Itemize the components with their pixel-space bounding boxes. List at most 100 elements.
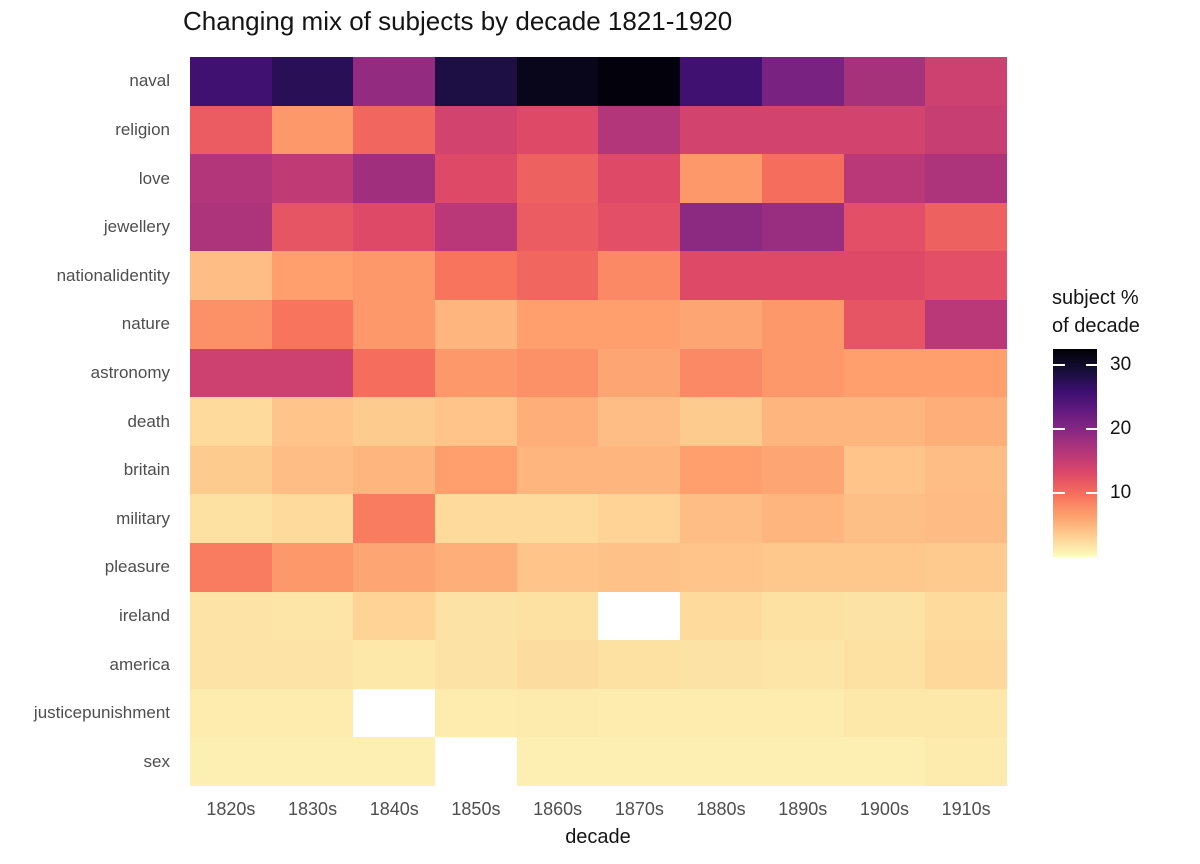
heatmap-cell	[598, 57, 681, 106]
heatmap-cell	[353, 154, 436, 203]
y-tick-label: naval	[129, 71, 170, 91]
heatmap-cell	[761, 251, 844, 300]
legend-tick-mark	[1053, 364, 1065, 366]
heatmap-cell	[190, 105, 272, 155]
heatmap-cell	[516, 397, 599, 446]
heatmap-cell	[190, 57, 272, 106]
heatmap-cell	[761, 397, 844, 446]
y-tick-label: religion	[115, 119, 170, 139]
heatmap-cell	[680, 154, 762, 203]
heatmap-cell	[353, 640, 436, 689]
heatmap-cell	[598, 348, 681, 398]
heatmap-cell	[680, 737, 762, 786]
y-tick-label: astronomy	[90, 362, 170, 382]
heatmap-cell	[516, 591, 599, 641]
heatmap-cell	[516, 251, 599, 300]
heatmap-cell	[190, 299, 272, 349]
heatmap-cell	[435, 640, 517, 689]
heatmap-cell	[843, 445, 926, 495]
legend-tick-mark	[1086, 428, 1097, 430]
x-tick-label: 1840s	[369, 799, 419, 819]
heatmap-cell	[271, 688, 354, 738]
heatmap-cell	[843, 105, 926, 155]
heatmap-cell	[843, 251, 926, 300]
heatmap-cell	[353, 737, 436, 786]
legend-tick-label: 10	[1110, 482, 1132, 503]
x-tick-label: 1870s	[614, 799, 664, 819]
heatmap-cell	[761, 202, 844, 252]
heatmap-cell	[598, 397, 681, 446]
heatmap-cell	[843, 542, 926, 592]
heatmap-cell	[516, 105, 599, 155]
y-tick-label: military	[116, 508, 170, 528]
heatmap-cell	[680, 299, 762, 349]
heatmap-cell	[435, 57, 517, 106]
heatmap-cell	[925, 251, 1007, 300]
heatmap-cell	[680, 688, 762, 738]
heatmap-cell	[271, 737, 354, 786]
heatmap-cell	[435, 542, 517, 592]
legend-tick-label: 20	[1110, 418, 1132, 439]
heatmap-cell	[516, 494, 599, 543]
heatmap-cell	[435, 202, 517, 252]
heatmap-cell	[190, 202, 272, 252]
heatmap-cell	[680, 57, 762, 106]
heatmap-cell	[435, 591, 517, 641]
legend-tick-mark	[1086, 492, 1097, 494]
heatmap-cell	[353, 445, 436, 495]
x-tick-label: 1880s	[696, 799, 746, 819]
y-tick-label: death	[127, 411, 170, 431]
heatmap-cell	[353, 202, 436, 252]
heatmap-cell	[598, 688, 681, 738]
heatmap-cell	[843, 591, 926, 641]
heatmap-cell	[598, 591, 681, 641]
heatmap-cell	[353, 57, 436, 106]
heatmap-cell	[761, 542, 844, 592]
heatmap-cell	[761, 348, 844, 398]
heatmap-cell	[680, 202, 762, 252]
heatmap-cell	[190, 348, 272, 398]
y-tick-label: ireland	[118, 605, 170, 625]
heatmap-cell	[925, 591, 1007, 641]
heatmap-cell	[271, 445, 354, 495]
heatmap-cell	[680, 640, 762, 689]
heatmap-cell	[843, 640, 926, 689]
heatmap-cell	[435, 737, 517, 786]
heatmap-cell	[190, 591, 272, 641]
heatmap-cell	[925, 105, 1007, 155]
heatmap-cell	[843, 299, 926, 349]
heatmap-cell	[190, 397, 272, 446]
legend-tick-mark	[1053, 492, 1065, 494]
heatmap-cell	[680, 591, 762, 641]
heatmap-cell	[925, 397, 1007, 446]
y-tick-label: pleasure	[104, 557, 170, 577]
heatmap-cell	[271, 251, 354, 300]
heatmap-cell	[761, 688, 844, 738]
heatmap-cell	[271, 154, 354, 203]
heatmap-cell	[925, 542, 1007, 592]
chart-title: Changing mix of subjects by decade 1821-…	[183, 6, 733, 36]
heatmap-cell	[271, 397, 354, 446]
heatmap-cell	[843, 397, 926, 446]
heatmap-cell	[353, 348, 436, 398]
heatmap-cell	[435, 105, 517, 155]
legend-tick-mark	[1053, 428, 1065, 430]
heatmap-cell	[925, 202, 1007, 252]
heatmap-cell	[190, 737, 272, 786]
heatmap-cell	[353, 591, 436, 641]
heatmap-cell	[761, 591, 844, 641]
heatmap-cell	[843, 688, 926, 738]
heatmap-cell	[353, 397, 436, 446]
heatmap-cell	[925, 57, 1007, 106]
heatmap-cell	[925, 299, 1007, 349]
heatmap-cell	[843, 494, 926, 543]
heatmap-cell	[353, 688, 436, 738]
y-tick-label: america	[109, 654, 170, 674]
heatmap-cell	[925, 688, 1007, 738]
heatmap-cell	[435, 494, 517, 543]
heatmap-cell	[761, 154, 844, 203]
heatmap-cell	[516, 154, 599, 203]
heatmap-cell	[435, 154, 517, 203]
heatmap-cell	[516, 542, 599, 592]
